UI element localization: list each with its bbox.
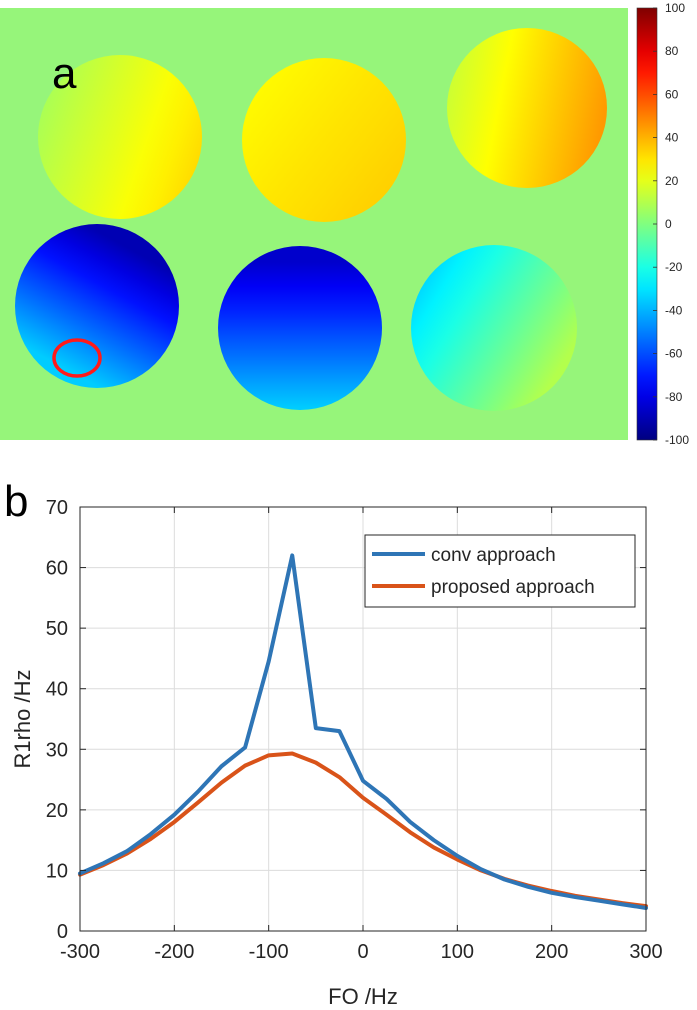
series-lines xyxy=(78,553,648,910)
colorbar-tick-label: -80 xyxy=(665,390,683,404)
panel-a-label: a xyxy=(52,49,77,98)
x-tick-label: -100 xyxy=(249,941,289,963)
legend-label-proposed: proposed approach xyxy=(431,577,595,598)
chart-plot-area: -300 -200 -100 0 100 200 300 0 10 20 30 40 50 60 70 xyxy=(46,497,663,963)
phantom-disk xyxy=(218,246,382,410)
colorbar: 100 80 60 40 20 0 -20 -40 -60 -80 -100 xyxy=(636,1,689,447)
y-tick-label: 40 xyxy=(46,679,68,701)
y-tick-label: 30 xyxy=(46,739,68,761)
phantom-disk xyxy=(447,28,607,188)
y-axis-ticks: 0 10 20 30 40 50 60 70 xyxy=(46,497,646,943)
y-tick-label: 60 xyxy=(46,558,68,580)
series-line-conv-approach xyxy=(78,553,648,910)
x-tick-label: 0 xyxy=(357,941,368,963)
legend: conv approach proposed approach xyxy=(364,534,636,608)
panel-a: a 100 80 60 40 20 0 -20 -40 -60 -80 -100 xyxy=(0,1,689,447)
x-axis-ticks: -300 -200 -100 0 100 200 300 xyxy=(60,507,663,963)
x-axis-label: FO /Hz xyxy=(328,984,398,1009)
colorbar-tick-label: 60 xyxy=(665,87,679,101)
legend-box xyxy=(364,534,636,608)
panel-b: b -300 -200 -100 0 100 200 300 0 10 20 30 40 50 60 70… xyxy=(4,477,663,1009)
phantom-disk xyxy=(15,224,179,388)
x-tick-label: 200 xyxy=(535,941,568,963)
phantom-disk xyxy=(411,245,577,411)
colorbar-tick-label: 40 xyxy=(665,131,679,145)
colorbar-tick-label: 20 xyxy=(665,174,679,188)
y-tick-label: 50 xyxy=(46,618,68,640)
x-tick-label: -300 xyxy=(60,941,100,963)
legend-label-conv: conv approach xyxy=(431,545,556,566)
colorbar-tick-label: 0 xyxy=(665,217,672,231)
panel-b-label: b xyxy=(4,477,28,526)
colorbar-tick-label: -20 xyxy=(665,260,683,274)
phantom-disk xyxy=(242,58,406,222)
colorbar-ticks: 100 80 60 40 20 0 -20 -40 -60 -80 -100 xyxy=(653,1,689,447)
phantom-disk xyxy=(38,55,202,219)
colorbar-tick-label: -40 xyxy=(665,303,683,317)
y-tick-label: 10 xyxy=(46,860,68,882)
y-axis-label: R1rho /Hz xyxy=(10,669,35,768)
x-tick-label: 100 xyxy=(441,941,474,963)
colorbar-tick-label: 100 xyxy=(665,1,685,15)
y-tick-label: 70 xyxy=(46,497,68,519)
y-tick-label: 0 xyxy=(57,921,68,943)
x-tick-label: 300 xyxy=(629,941,662,963)
colorbar-tick-label: -100 xyxy=(665,433,689,447)
colorbar-tick-label: -60 xyxy=(665,347,683,361)
colorbar-tick-label: 80 xyxy=(665,44,679,58)
y-tick-label: 20 xyxy=(46,800,68,822)
x-tick-label: -200 xyxy=(154,941,194,963)
roi-circle xyxy=(52,338,102,378)
